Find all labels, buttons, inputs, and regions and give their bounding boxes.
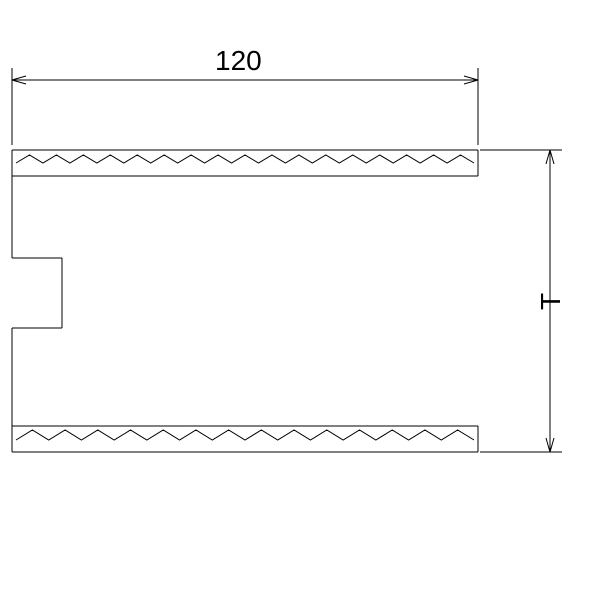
dimension-right-label: T — [535, 293, 566, 310]
dimension-top-label: 120 — [215, 45, 262, 76]
